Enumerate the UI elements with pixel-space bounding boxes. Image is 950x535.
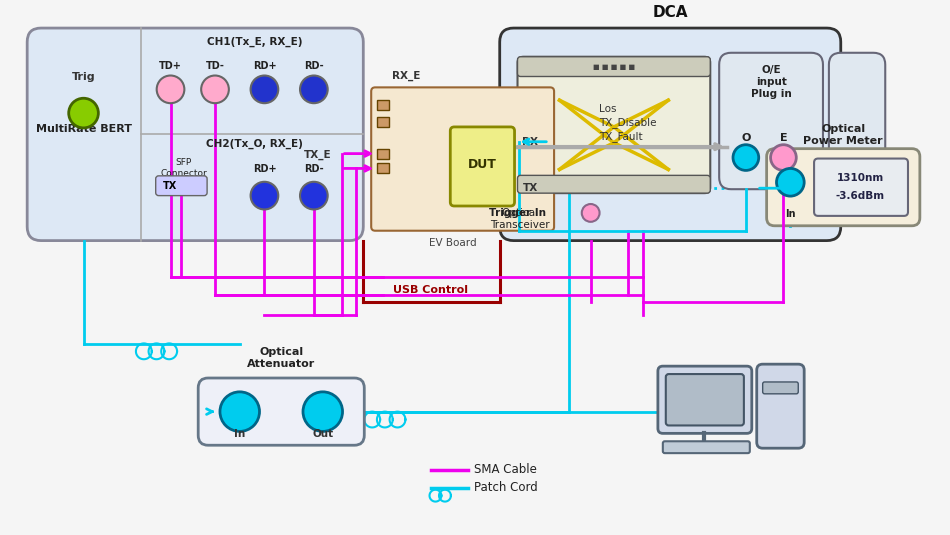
Text: E: E [780,133,788,143]
Bar [377,149,389,158]
FancyBboxPatch shape [663,441,750,453]
Text: TD-: TD- [205,60,224,71]
Text: DCA: DCA [653,5,688,20]
Text: RD+: RD+ [253,60,276,71]
Bar [377,149,389,158]
Circle shape [157,75,184,103]
Text: SMA Cable: SMA Cable [474,463,537,477]
Text: Optical
Power Meter: Optical Power Meter [804,124,884,146]
Text: -3.6dBm: -3.6dBm [836,191,885,201]
FancyBboxPatch shape [518,175,711,193]
Text: Optical
Transceiver: Optical Transceiver [489,208,549,230]
Circle shape [220,392,259,431]
Text: RX_E: RX_E [391,71,420,81]
Text: TX_E: TX_E [304,149,332,160]
Bar [377,164,389,173]
Text: RD-: RD- [304,164,324,174]
FancyBboxPatch shape [814,158,908,216]
FancyBboxPatch shape [666,374,744,425]
Text: Trigger In: Trigger In [489,208,546,218]
FancyBboxPatch shape [156,176,207,196]
Text: SFP
Connector: SFP Connector [160,158,207,178]
Text: TD+: TD+ [159,60,182,71]
Text: RX: RX [522,137,539,147]
FancyBboxPatch shape [518,57,711,193]
Text: In: In [234,430,245,439]
Bar [377,117,389,127]
Text: 1310nm: 1310nm [837,173,884,184]
Text: Los
TX_Disable
TX_Fault: Los TX_Disable TX_Fault [598,104,656,142]
Text: RD+: RD+ [253,164,276,174]
FancyBboxPatch shape [500,28,841,241]
Circle shape [68,98,99,128]
FancyBboxPatch shape [518,57,711,77]
Text: RD-: RD- [304,60,324,71]
Text: CH1(Tx_E, RX_E): CH1(Tx_E, RX_E) [207,37,302,47]
FancyBboxPatch shape [658,366,751,433]
Text: O/E
input
Plug in: O/E input Plug in [750,65,791,100]
FancyBboxPatch shape [763,382,798,394]
Circle shape [300,75,328,103]
Text: USB Control: USB Control [393,285,468,295]
Circle shape [201,75,229,103]
FancyBboxPatch shape [199,378,364,445]
Circle shape [770,144,796,171]
Text: Trig: Trig [71,72,95,82]
Bar [377,100,389,110]
Text: TX: TX [522,183,538,193]
FancyBboxPatch shape [757,364,805,448]
Bar [377,100,389,110]
Circle shape [581,204,599,222]
Circle shape [733,144,759,171]
FancyBboxPatch shape [450,127,515,206]
Text: DUT: DUT [468,158,497,171]
Circle shape [776,169,805,196]
FancyBboxPatch shape [371,87,554,231]
FancyBboxPatch shape [767,149,920,226]
Text: TX: TX [162,181,177,191]
FancyBboxPatch shape [28,28,363,241]
Circle shape [300,182,328,210]
Text: Patch Cord: Patch Cord [474,482,538,494]
Text: ■ ■ ■ ■ ■: ■ ■ ■ ■ ■ [593,64,635,70]
Text: O: O [741,133,750,143]
Text: Out: Out [313,430,333,439]
Text: Optical
Attenuator: Optical Attenuator [247,347,315,370]
Text: In: In [785,209,795,219]
Bar [377,117,389,127]
FancyBboxPatch shape [829,53,885,189]
Circle shape [251,182,278,210]
FancyBboxPatch shape [719,53,823,189]
Text: EV Board: EV Board [429,238,477,248]
Circle shape [251,75,278,103]
Text: CH2(Tx_O, RX_E): CH2(Tx_O, RX_E) [206,139,303,149]
Bar [377,164,389,173]
Text: MultiRate BERT: MultiRate BERT [35,125,131,134]
Circle shape [303,392,343,431]
